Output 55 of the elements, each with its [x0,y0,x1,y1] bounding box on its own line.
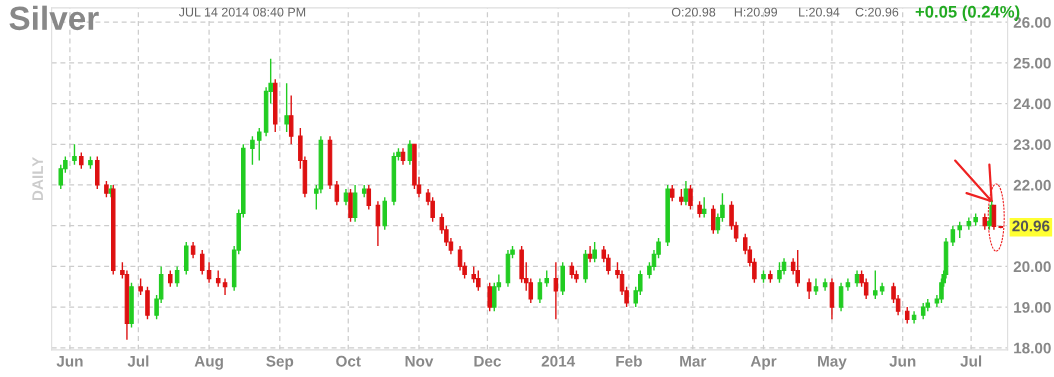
x-tick-label: Jul [127,355,149,367]
annotation: L:20.94 [799,7,840,17]
candlestick [711,204,716,235]
candlestick [222,277,228,296]
candlestick [838,281,844,312]
candlestick [284,82,289,133]
annotation: 20.96 [1012,220,1050,232]
annotation: C:20.96 [855,7,899,17]
candlestick [250,135,255,166]
x-tick-label: Aug [194,355,223,370]
candlestick [777,261,782,284]
candlestick [487,281,492,312]
y-tick-label: 24.00 [1013,98,1051,110]
x-tick-label: Jul [960,355,982,367]
candlestick [701,196,707,219]
candlestick [950,225,956,247]
x-tick-label: Nov [405,355,434,367]
candlestick [366,184,372,211]
candlestick [873,269,878,300]
y-tick-label: 19.00 [1014,301,1051,313]
candlestick [334,180,340,207]
candlestick [795,249,800,288]
candlestick [58,163,64,190]
x-tick-label: Apr [750,355,777,370]
chart-title: Silver [9,5,99,31]
candlestick [587,245,593,264]
y-tick-label: 18.00 [1014,342,1051,354]
x-tick-label: Oct [336,355,361,367]
y-tick-label: 25.00 [1013,57,1051,69]
y-tick-label: 20.00 [1013,261,1051,273]
candlestick [407,139,413,166]
candlestick [72,143,77,166]
x-tick-label: Mar [680,355,707,367]
candlestick [813,277,819,296]
candlestick [688,184,693,211]
x-tick-label: Dec [474,355,501,367]
y-tick-label: 23.00 [1013,139,1051,150]
x-tick-label: Feb [616,355,642,367]
annotation: O:20.98 [671,7,716,17]
candlestick [592,241,597,264]
candlestick [683,180,689,207]
candlestick [863,277,869,300]
candlestick [288,94,294,145]
candlestick [257,127,262,162]
y-tick-label: 22.00 [1013,179,1051,191]
candlestick [537,277,543,304]
x-tick-label: May [818,355,847,370]
x-tick-label: 2014 [541,355,576,367]
x-tick-label: Sep [266,355,294,370]
annotation: JUL 14 2014 08:40 PM [178,7,306,17]
x-tick-label: Jun [56,355,83,367]
candlestick [457,245,463,272]
annotation: H:20.99 [734,7,778,17]
candlestick [199,249,205,276]
x-tick-label: Jun [889,355,916,367]
